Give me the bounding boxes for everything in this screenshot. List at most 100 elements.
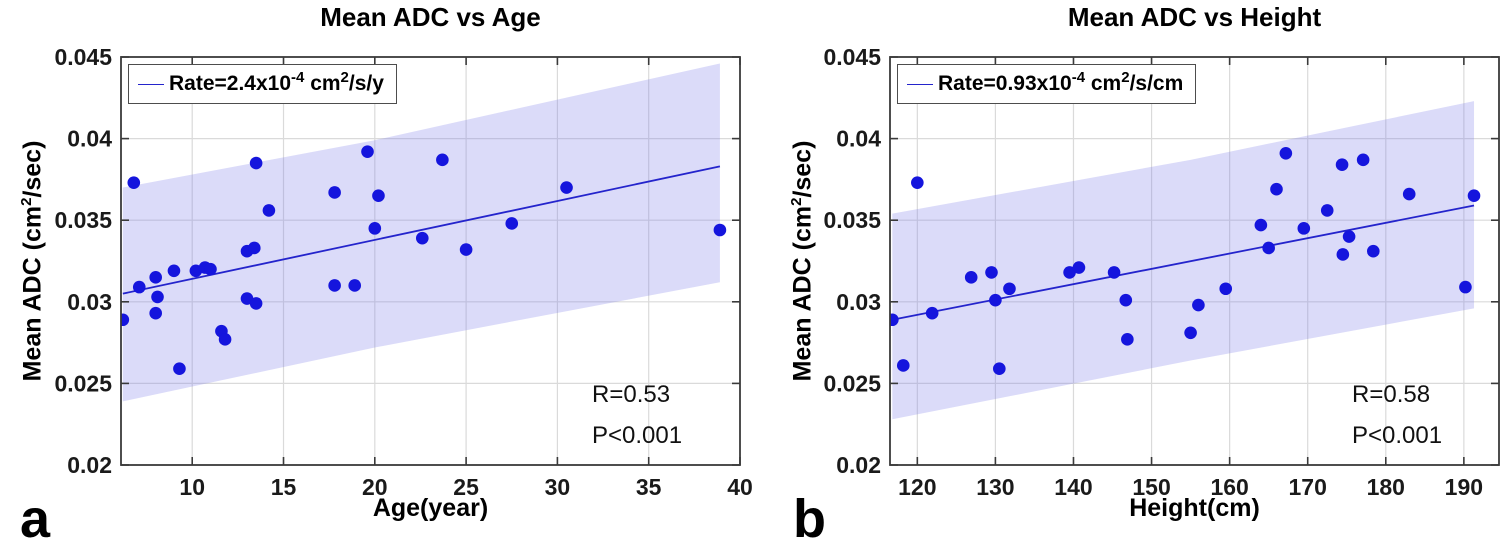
x-tick-label: 10 bbox=[179, 474, 205, 500]
panel-a-r-value: R=0.53 bbox=[592, 381, 671, 408]
x-tick-label: 30 bbox=[545, 474, 571, 500]
panel-a-letter: a bbox=[20, 489, 51, 549]
legend-a-sup2: 2 bbox=[340, 69, 349, 86]
y-tick-label: 0.04 bbox=[836, 126, 881, 152]
x-tick-labels: 10 15 20 25 30 35 40 bbox=[179, 474, 752, 500]
legend-line-sample-icon bbox=[138, 83, 164, 85]
panel-a-legend-label: Rate=2.4x10-4 cm2/s/y bbox=[169, 69, 384, 96]
y-tick-label: 0.04 bbox=[67, 126, 112, 152]
panel-a-ylabel-pre: Mean ADC (cm bbox=[18, 205, 47, 382]
data-point bbox=[1279, 146, 1293, 160]
data-point bbox=[368, 222, 382, 235]
panel-b-ylabel-pre: Mean ADC (cm bbox=[788, 205, 817, 382]
data-point bbox=[1192, 298, 1205, 312]
tick-marks bbox=[890, 56, 1499, 466]
x-tick-label: 15 bbox=[271, 474, 297, 500]
data-point bbox=[1003, 282, 1016, 296]
data-point bbox=[896, 359, 910, 372]
data-point bbox=[505, 217, 519, 230]
panel-b-ylabel-post: /sec) bbox=[788, 140, 817, 198]
axis-box bbox=[889, 56, 1500, 466]
y-tick-label: 0.025 bbox=[54, 370, 112, 396]
panel-a-y-axis-label: Mean ADC (cm2/sec) bbox=[18, 140, 48, 382]
panel-b-stats-annotation: R=0.58 P<0.001 bbox=[1352, 374, 1442, 456]
x-tick-label: 140 bbox=[1054, 474, 1092, 500]
panel-b-p-value: P<0.001 bbox=[1352, 422, 1443, 449]
scatter-points bbox=[890, 146, 1481, 376]
legend-b-mid: cm bbox=[1085, 72, 1122, 95]
data-point bbox=[204, 262, 217, 276]
data-point bbox=[1342, 230, 1356, 243]
x-tick-label: 35 bbox=[636, 474, 662, 500]
data-point bbox=[127, 176, 141, 189]
data-point bbox=[372, 189, 385, 203]
y-tick-labels: 0.02 0.025 0.03 0.035 0.04 0.045 bbox=[54, 44, 112, 478]
data-point bbox=[361, 145, 374, 158]
data-point bbox=[985, 266, 998, 279]
data-point bbox=[167, 264, 181, 278]
data-point bbox=[1459, 280, 1472, 294]
data-point bbox=[560, 181, 573, 194]
x-tick-label: 25 bbox=[453, 474, 479, 500]
data-point bbox=[249, 156, 263, 170]
data-point bbox=[262, 204, 276, 217]
data-point bbox=[1119, 293, 1133, 307]
data-point bbox=[149, 271, 162, 284]
legend-b-sup2: 2 bbox=[1121, 69, 1130, 86]
panel-a-stats-annotation: R=0.53 P<0.001 bbox=[592, 374, 682, 456]
panel-a-x-axis-label: Age(year) bbox=[372, 494, 489, 522]
data-point bbox=[436, 153, 449, 167]
y-tick-label: 0.045 bbox=[823, 44, 881, 70]
panel-a-ylabel-sup: 2 bbox=[18, 197, 36, 206]
data-point bbox=[1270, 182, 1283, 196]
data-point bbox=[1335, 158, 1349, 172]
y-tick-labels: 0.02 0.025 0.03 0.035 0.04 0.045 bbox=[823, 44, 881, 478]
data-point bbox=[1072, 261, 1086, 274]
panel-b-y-axis-label: Mean ADC (cm2/sec) bbox=[788, 140, 818, 382]
panel-a-ylabel-post: /sec) bbox=[18, 140, 47, 198]
scatter-points bbox=[121, 145, 727, 376]
data-point bbox=[713, 223, 727, 237]
y-tick-label: 0.02 bbox=[836, 452, 881, 478]
data-point bbox=[249, 297, 263, 310]
data-point bbox=[890, 313, 899, 327]
data-point bbox=[1063, 266, 1076, 279]
data-point bbox=[1219, 282, 1233, 296]
data-point bbox=[1467, 189, 1481, 203]
grid-lines bbox=[121, 57, 740, 465]
panel-b-legend-label: Rate=0.93x10-4 cm2/s/cm bbox=[938, 69, 1183, 96]
data-point bbox=[1320, 204, 1334, 217]
legend-a-pre: Rate=2.4x10 bbox=[169, 72, 292, 95]
y-tick-label: 0.035 bbox=[823, 207, 881, 233]
panel-a-title: Mean ADC vs Age bbox=[320, 2, 541, 32]
axis-box bbox=[120, 56, 741, 466]
y-tick-label: 0.02 bbox=[67, 452, 112, 478]
x-tick-labels: 120 130 140 150 160 170 180 190 bbox=[898, 474, 1483, 500]
data-point bbox=[993, 362, 1006, 376]
panel-a-p-value: P<0.001 bbox=[592, 422, 683, 449]
data-point bbox=[1402, 187, 1416, 201]
y-tick-label: 0.03 bbox=[67, 289, 112, 315]
data-point bbox=[911, 176, 924, 189]
data-point bbox=[149, 306, 162, 320]
legend-line-sample-icon bbox=[907, 83, 933, 85]
data-point bbox=[348, 279, 362, 292]
confidence-band bbox=[892, 101, 1475, 420]
data-point bbox=[1184, 326, 1197, 340]
legend-a-mid: cm bbox=[304, 72, 341, 95]
x-tick-label: 170 bbox=[1289, 474, 1327, 500]
x-tick-label: 180 bbox=[1367, 474, 1405, 500]
legend-a-post: /s/y bbox=[348, 72, 384, 95]
data-point bbox=[964, 271, 978, 284]
x-tick-label: 20 bbox=[362, 474, 388, 500]
panel-b-letter: b bbox=[793, 489, 826, 549]
data-point bbox=[459, 243, 473, 256]
legend-b-sup: -4 bbox=[1071, 69, 1086, 86]
data-point bbox=[1356, 153, 1370, 167]
data-point bbox=[328, 186, 341, 199]
data-point bbox=[1254, 218, 1268, 232]
data-point bbox=[925, 306, 939, 320]
data-point bbox=[328, 279, 341, 292]
x-tick-label: 190 bbox=[1445, 474, 1483, 500]
data-point bbox=[1336, 248, 1350, 261]
